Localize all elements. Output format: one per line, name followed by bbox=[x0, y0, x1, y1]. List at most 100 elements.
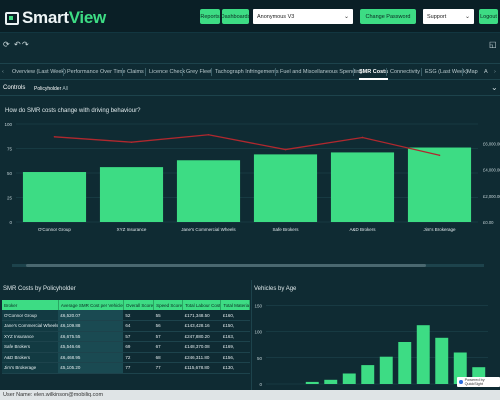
menu-icon[interactable]: ⟳ bbox=[3, 40, 10, 49]
tab-grey-fleet[interactable]: Grey Fleet bbox=[186, 69, 212, 75]
tab-connectivity[interactable]: Connectivity bbox=[390, 69, 420, 75]
series-line[interactable] bbox=[54, 134, 440, 156]
bar[interactable] bbox=[453, 352, 467, 385]
x-tick-label: Jim's Brokerage bbox=[423, 227, 456, 232]
table-cell: 57 bbox=[123, 331, 154, 342]
y-tick-label: 100 bbox=[4, 122, 12, 127]
tab-divider bbox=[211, 68, 212, 76]
tab-more[interactable]: A bbox=[484, 69, 488, 75]
tab-divider bbox=[63, 68, 64, 76]
line-point[interactable] bbox=[361, 136, 364, 139]
dashboards-button[interactable]: Dashboards bbox=[221, 9, 250, 24]
bar[interactable] bbox=[379, 356, 393, 384]
age-chart-title: Vehicles by Age bbox=[254, 286, 297, 292]
chevron-down-icon[interactable]: ⌄ bbox=[491, 83, 498, 92]
x-tick-label: XYZ Insurance bbox=[117, 227, 147, 232]
dataset-select[interactable]: Anonymous V3 ⌄ bbox=[253, 9, 353, 24]
y-tick-label: 100 bbox=[254, 330, 262, 335]
logout-button[interactable]: Logout bbox=[479, 9, 498, 24]
bar[interactable] bbox=[99, 167, 164, 222]
table-header-row: Broker Average SMR Cost per Vehicle Over… bbox=[2, 300, 251, 310]
bar[interactable] bbox=[435, 337, 449, 384]
toolbar-row: ⟳ ↶ ↷ ◱ bbox=[0, 40, 500, 54]
tab-bar: ‹ Overview (Last Week) Performance Over … bbox=[0, 63, 500, 80]
logo-icon bbox=[5, 11, 19, 25]
y2-tick-label: £4,000.00 bbox=[483, 168, 500, 173]
line-point[interactable] bbox=[207, 133, 210, 136]
tab-map[interactable]: Map bbox=[467, 69, 478, 75]
logo[interactable]: SmartView bbox=[5, 8, 106, 28]
tab-smr-costs[interactable]: SMR Costs bbox=[359, 64, 389, 80]
tab-claims[interactable]: Claims bbox=[127, 69, 144, 75]
tab-tachograph[interactable]: Tachograph Infringements bbox=[215, 69, 279, 75]
smr-costs-table: Broker Average SMR Cost per Vehicle Over… bbox=[2, 300, 251, 374]
column-header[interactable]: Speed Score bbox=[153, 300, 184, 310]
table-cell: £6,675.55 bbox=[58, 331, 124, 342]
line-point[interactable] bbox=[438, 154, 441, 157]
support-select[interactable]: Support ⌄ bbox=[423, 9, 474, 24]
line-point[interactable] bbox=[53, 136, 56, 138]
policyholder-filter[interactable]: Policyholder All bbox=[34, 86, 68, 92]
chart-title: How do SMR costs change with driving beh… bbox=[5, 108, 141, 114]
x-tick-label: Safe Brokers bbox=[272, 227, 299, 232]
table-row[interactable]: A&D Brokers £6,468.95 72 68 £246,311.80 £156, bbox=[2, 352, 250, 363]
broker-cell: Jim's Brokerage bbox=[2, 362, 59, 374]
y-tick-label: 0 bbox=[9, 220, 12, 225]
redo-icon[interactable]: ↷ bbox=[22, 40, 29, 49]
reports-button[interactable]: Reports bbox=[200, 9, 220, 24]
bar[interactable] bbox=[398, 342, 412, 384]
undo-icon[interactable]: ↶ bbox=[14, 40, 21, 49]
bar[interactable] bbox=[416, 325, 430, 384]
table-cell: 68 bbox=[153, 352, 183, 363]
tab-scroll-left-icon[interactable]: ‹ bbox=[2, 69, 4, 75]
fullscreen-icon[interactable]: ◱ bbox=[489, 40, 497, 49]
tab-licence-check[interactable]: Licence Check bbox=[149, 69, 186, 75]
quicksight-badge[interactable]: Powered by QuickSight bbox=[457, 377, 500, 387]
table-cell: 77 bbox=[123, 362, 154, 374]
bar[interactable] bbox=[305, 381, 319, 384]
bar[interactable] bbox=[324, 379, 338, 384]
y-tick-label: 25 bbox=[7, 196, 13, 201]
tab-divider bbox=[275, 68, 276, 76]
column-header[interactable]: Average SMR Cost per Vehicle bbox=[58, 300, 124, 310]
table-cell: £6,468.95 bbox=[58, 352, 124, 363]
line-point[interactable] bbox=[284, 148, 287, 151]
line-point[interactable] bbox=[130, 141, 133, 143]
table-cell: £246,311.80 bbox=[182, 352, 221, 363]
table-cell: 77 bbox=[153, 362, 183, 374]
bar[interactable] bbox=[253, 154, 318, 222]
table-row[interactable]: O'Connor Group £6,520.07 52 55 £171,348.50 £1… bbox=[2, 310, 250, 321]
table-row[interactable]: Safe Brokers £5,546.66 69 67 £148,370.08 £169… bbox=[2, 341, 250, 353]
tab-fuel[interactable]: Fuel and Miscellaneous Spending bbox=[280, 69, 363, 75]
y-tick-label: 150 bbox=[254, 303, 262, 308]
change-password-button[interactable]: Change Password bbox=[360, 9, 416, 24]
table-row[interactable]: Jim's Brokerage £5,105.20 77 77 £115,678.80 £… bbox=[2, 362, 250, 374]
chart-scrollbar-thumb[interactable] bbox=[26, 264, 426, 267]
column-header[interactable]: Overall Score bbox=[123, 300, 155, 310]
table-row[interactable]: XYZ Insurance £6,675.55 57 57 £247,880.20 £16… bbox=[2, 331, 250, 342]
tab-divider bbox=[145, 68, 146, 76]
table-cell: £160, bbox=[220, 310, 250, 321]
bar[interactable] bbox=[407, 147, 472, 222]
table-cell: £6,109.88 bbox=[58, 320, 124, 332]
x-tick-label: O'Connor Group bbox=[38, 227, 71, 232]
vehicles-by-age-chart: 0 50 100 150 bbox=[254, 303, 488, 387]
bar[interactable] bbox=[22, 172, 87, 222]
bar[interactable] bbox=[330, 152, 395, 222]
column-header[interactable]: Total Materia bbox=[220, 300, 251, 310]
column-header[interactable]: Broker bbox=[2, 300, 59, 310]
panel-divider bbox=[251, 280, 252, 390]
column-header[interactable]: Total Labour Cost bbox=[182, 300, 222, 310]
tab-divider bbox=[353, 68, 354, 76]
tab-scroll-right-icon[interactable]: › bbox=[494, 69, 496, 75]
bar[interactable] bbox=[361, 365, 375, 384]
table-cell: 72 bbox=[123, 352, 154, 363]
y-tick-label: 0 bbox=[259, 382, 262, 387]
tab-esg[interactable]: ESG (Last Week) bbox=[425, 69, 468, 75]
bar[interactable] bbox=[176, 160, 241, 222]
tab-overview[interactable]: Overview (Last Week) bbox=[12, 69, 66, 75]
tab-divider bbox=[462, 68, 463, 76]
bar[interactable] bbox=[342, 373, 356, 385]
table-row[interactable]: Jane's Commercial Wheels £6,109.88 64 56 £14… bbox=[2, 320, 250, 332]
tab-performance[interactable]: Performance Over Time bbox=[67, 69, 126, 75]
